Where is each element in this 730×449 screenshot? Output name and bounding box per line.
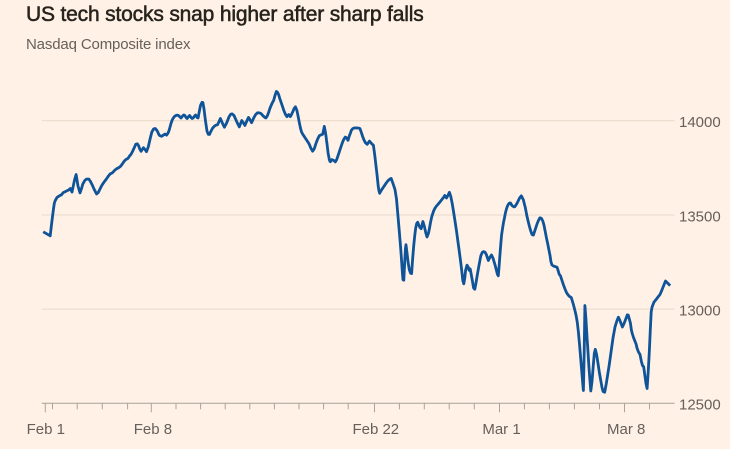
svg-text:13000: 13000 [679,303,721,320]
svg-text:12500: 12500 [679,397,721,414]
svg-text:14000: 14000 [679,114,721,131]
svg-text:13500: 13500 [679,208,721,225]
svg-text:Mar 8: Mar 8 [607,421,645,438]
svg-text:Feb 22: Feb 22 [352,421,399,438]
svg-text:Feb 1: Feb 1 [27,421,65,438]
svg-text:Feb 8: Feb 8 [134,421,172,438]
svg-text:Mar 1: Mar 1 [482,421,520,438]
